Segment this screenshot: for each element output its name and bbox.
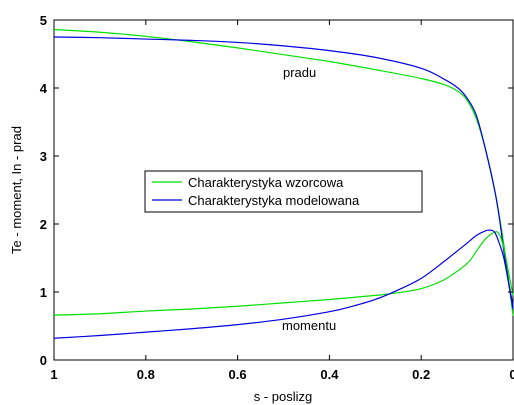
legend-label-0: Charakterystyka wzorcowa: [188, 175, 344, 190]
x-tick-label-2: 0.6: [229, 367, 247, 382]
legend: Charakterystyka wzorcowa Charakterystyka…: [144, 170, 423, 213]
y-tick-label-3: 3: [40, 149, 47, 164]
x-tick-label-5: 0: [509, 367, 514, 382]
y-tick-label-2: 2: [40, 217, 47, 232]
y-tick-label-5: 5: [40, 13, 47, 28]
x-tick-label-1: 0.8: [137, 367, 155, 382]
x-tick-label-4: 0.2: [412, 367, 430, 382]
annotation-momentu: momentu: [282, 318, 336, 333]
y-tick-label-1: 1: [40, 285, 47, 300]
y-tick-label-4: 4: [40, 81, 48, 96]
x-tick-label-0: 1: [50, 367, 57, 382]
curves: [53, 28, 514, 339]
annotation-pradu: pradu: [283, 65, 316, 80]
legend-label-1: Charakterystyka modelowana: [188, 193, 360, 208]
x-tick-label-3: 0.4: [320, 367, 339, 382]
y-tick-label-0: 0: [40, 353, 47, 368]
series-line-3: [53, 229, 514, 339]
y-axis-label: Te - moment, In - prad: [9, 126, 24, 254]
series-line-1: [53, 36, 514, 310]
series-line-2: [53, 231, 514, 316]
x-axis-label: s - poslizg: [254, 389, 313, 404]
legend-box: [144, 170, 423, 213]
